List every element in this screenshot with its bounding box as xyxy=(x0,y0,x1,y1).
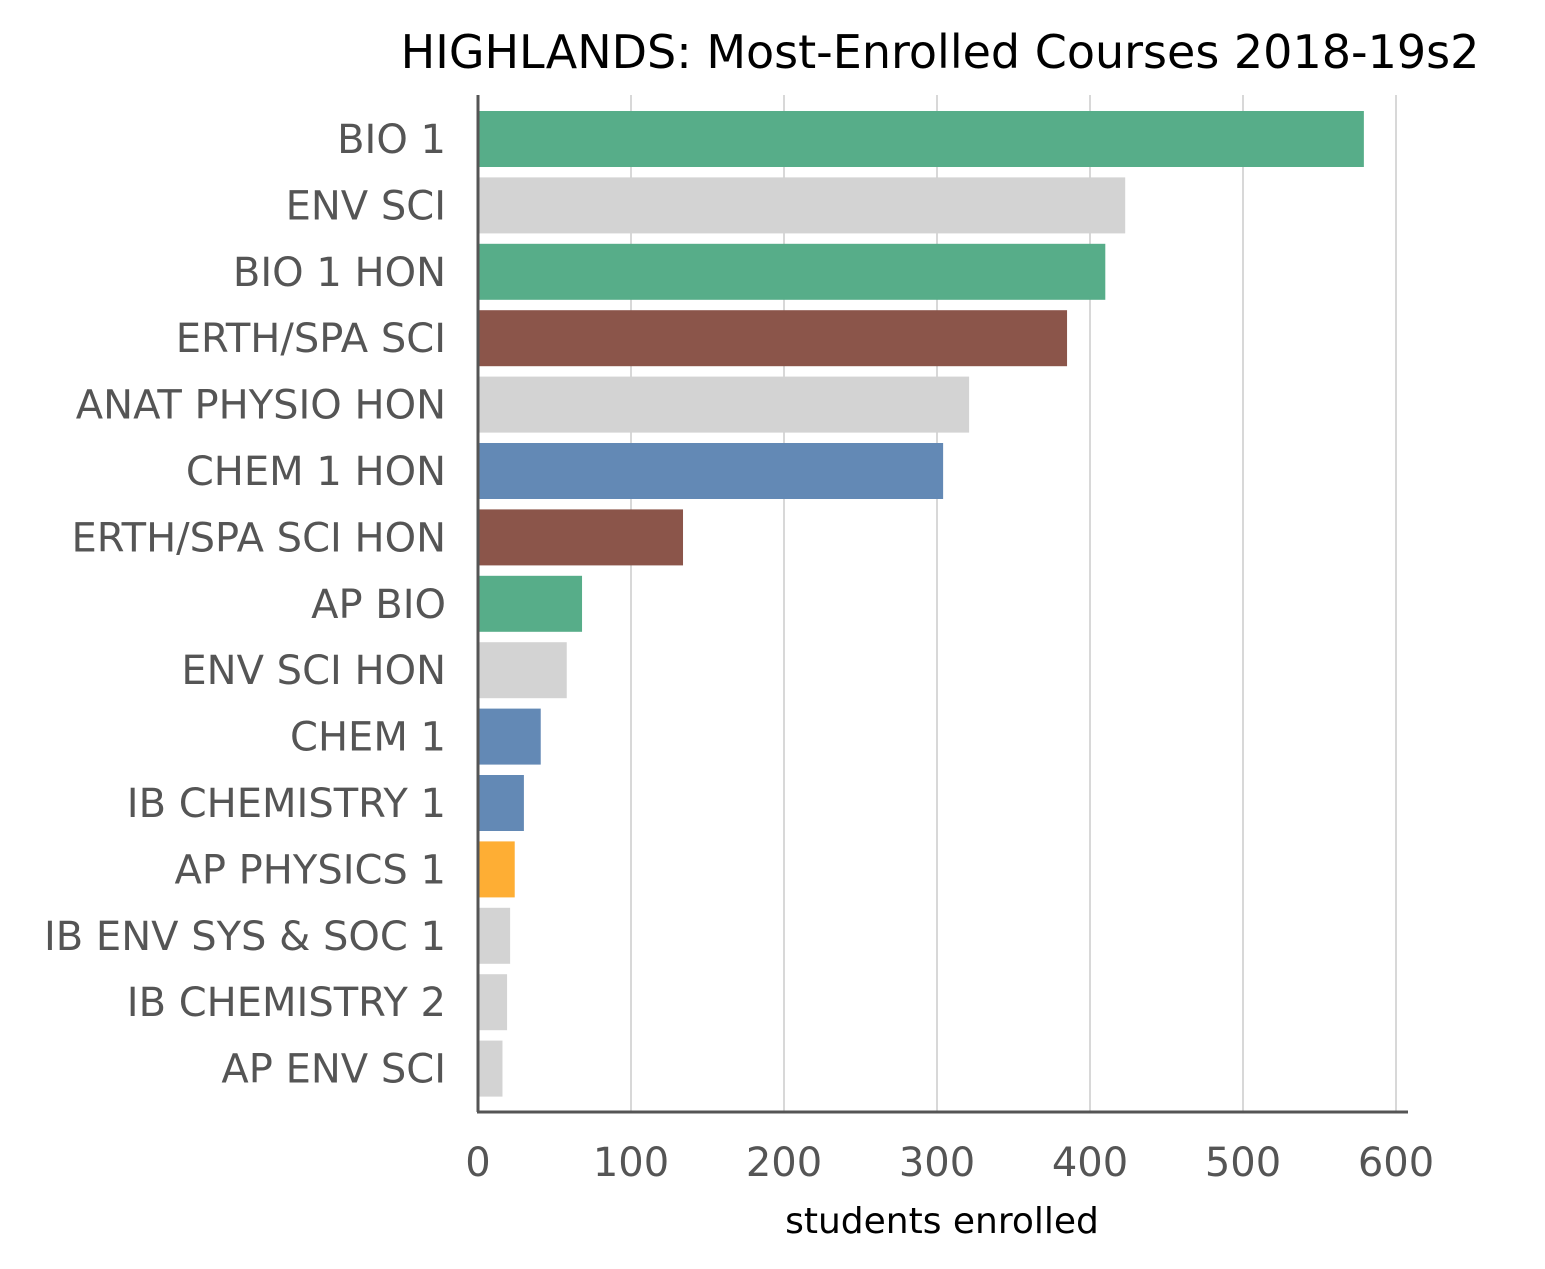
category-label-chem-1: CHEM 1 xyxy=(290,715,446,761)
x-tick-labels: 0 100 200 300 400 500 600 xyxy=(465,1140,1434,1186)
x-tick-label-200: 200 xyxy=(746,1140,822,1186)
x-tick-label-300: 300 xyxy=(899,1140,975,1186)
category-label-ib-chemistry-2: IB CHEMISTRY 2 xyxy=(127,980,446,1026)
bar-ib-chemistry-1 xyxy=(478,775,524,831)
x-tick-label-400: 400 xyxy=(1052,1140,1128,1186)
category-label-chem-1-hon: CHEM 1 HON xyxy=(186,449,446,495)
bar-erth-spa-sci-hon xyxy=(478,509,684,566)
bar-ib-env-sys-soc-1 xyxy=(478,907,511,964)
category-label-ap-env-sci: AP ENV SCI xyxy=(221,1047,446,1093)
category-label-ib-env-sys-soc-1: IB ENV SYS & SOC 1 xyxy=(44,914,446,960)
x-tick-label-600: 600 xyxy=(1358,1140,1434,1186)
x-axis-label: students enrolled xyxy=(785,1201,1099,1242)
bar-chem-1-hon xyxy=(478,443,944,499)
category-label-env-sci: ENV SCI xyxy=(286,183,446,229)
category-label-bio-1-hon: BIO 1 HON xyxy=(233,250,446,296)
category-label-ap-physics-1: AP PHYSICS 1 xyxy=(174,847,446,893)
bar-bio-1-hon xyxy=(478,243,1106,300)
x-tick-label-500: 500 xyxy=(1205,1140,1281,1186)
bar-bio-1 xyxy=(478,111,1364,167)
bars xyxy=(478,111,1364,1097)
x-tick-label-100: 100 xyxy=(593,1140,669,1186)
bar-env-sci xyxy=(478,177,1126,234)
chart-title: HIGHLANDS: Most-Enrolled Courses 2018-19… xyxy=(401,25,1480,79)
bar-env-sci-hon xyxy=(478,642,567,699)
category-label-erth-spa-sci: ERTH/SPA SCI xyxy=(176,316,446,362)
bar-ap-bio xyxy=(478,575,583,632)
x-tick-label-0: 0 xyxy=(465,1140,490,1186)
category-label-ib-chemistry-1: IB CHEMISTRY 1 xyxy=(127,781,446,827)
category-label-anat-physio-hon: ANAT PHYSIO HON xyxy=(76,383,446,429)
category-label-erth-spa-sci-hon: ERTH/SPA SCI HON xyxy=(72,515,447,561)
bar-anat-physio-hon xyxy=(478,376,970,433)
category-label-bio-1: BIO 1 xyxy=(337,117,446,163)
bar-ap-physics-1 xyxy=(478,841,515,898)
bar-erth-spa-sci xyxy=(478,310,1068,367)
category-label-ap-bio: AP BIO xyxy=(311,582,446,628)
bar-chem-1 xyxy=(478,708,541,765)
axes xyxy=(476,95,1408,1114)
bar-ib-chemistry-2 xyxy=(478,974,508,1031)
category-labels: BIO 1 ENV SCI BIO 1 HON ERTH/SPA SCI ANAT PH… xyxy=(44,117,446,1093)
category-label-env-sci-hon: ENV SCI HON xyxy=(181,648,446,694)
bar-ap-env-sci xyxy=(478,1040,503,1097)
